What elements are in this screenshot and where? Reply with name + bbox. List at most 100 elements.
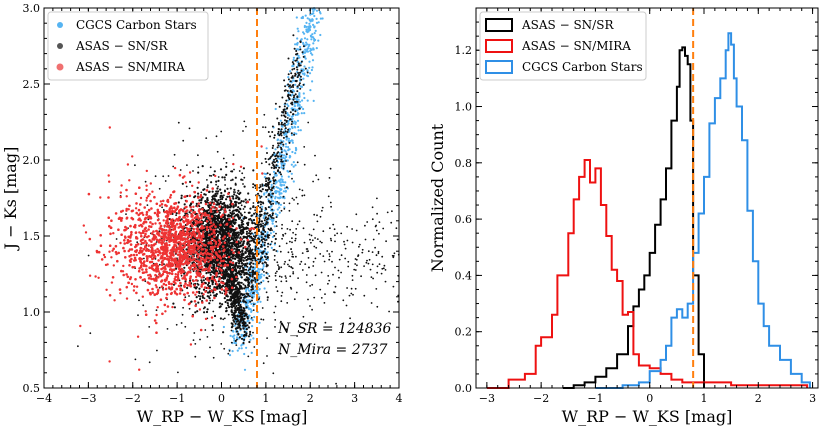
scatter-point [203, 193, 206, 196]
scatter-point [215, 293, 218, 296]
scatter-point [280, 276, 283, 278]
scatter-point [292, 161, 295, 164]
scatter-point [252, 186, 255, 189]
scatter-point [212, 310, 215, 313]
scatter-point [340, 232, 343, 235]
scatter-point [271, 235, 274, 239]
scatter-point [232, 305, 235, 308]
scatter-point [347, 265, 350, 268]
scatter-point [260, 318, 263, 321]
scatter-point [244, 284, 247, 287]
scatter-point [223, 264, 227, 268]
scatter-point [245, 232, 248, 235]
scatter-point [315, 17, 318, 20]
scatter-point [265, 195, 268, 198]
scatter-point [246, 262, 249, 265]
scatter-point [135, 291, 138, 295]
scatter-point [233, 193, 236, 196]
scatter-point [87, 254, 90, 257]
scatter-point [254, 289, 257, 292]
scatter-point [275, 154, 278, 157]
scatter-point [148, 361, 151, 364]
scatter-point [296, 41, 299, 45]
scatter-point [288, 209, 291, 212]
scatter-point [252, 291, 255, 294]
scatter-point [260, 273, 263, 276]
scatter-point [241, 313, 244, 316]
scatter-point [238, 315, 241, 318]
scatter-point [218, 205, 222, 208]
scatter-point [252, 266, 255, 269]
scatter-point [270, 166, 273, 169]
scatter-point [302, 77, 305, 80]
scatter-point [268, 234, 271, 237]
scatter-point [239, 229, 242, 232]
scatter-point [291, 141, 294, 144]
scatter-point [224, 220, 227, 223]
scatter-point [263, 193, 266, 196]
scatter-point [315, 246, 318, 249]
scatter-point [225, 271, 228, 274]
scatter-point [220, 269, 223, 272]
scatter-point [278, 105, 281, 108]
scatter-point [210, 181, 213, 184]
sr-right-points [274, 194, 400, 331]
scatter-point [243, 287, 246, 290]
scatter-point [262, 228, 265, 231]
scatter-point [228, 245, 231, 248]
scatter-point [289, 70, 292, 73]
scatter-point [272, 170, 276, 173]
scatter-point [214, 198, 217, 202]
scatter-point [143, 257, 145, 260]
scatter-point [207, 214, 210, 217]
scatter-point [251, 319, 254, 322]
scatter-point [290, 248, 292, 250]
scatter-point [234, 209, 237, 212]
scatter-point [156, 349, 158, 352]
scatter-point [287, 263, 289, 266]
scatter-point [252, 279, 255, 282]
scatter-point [272, 200, 275, 203]
scatter-point [242, 247, 245, 250]
scatter-point [264, 256, 267, 258]
scatter-point [286, 131, 289, 133]
scatter-point [172, 228, 175, 231]
scatter-point [232, 293, 235, 296]
scatter-point [253, 184, 257, 187]
scatter-point [194, 215, 198, 219]
scatter-point [319, 17, 322, 20]
scatter-point [206, 283, 210, 286]
scatter-point [310, 38, 313, 41]
scatter-point [267, 245, 269, 248]
scatter-point [155, 331, 158, 335]
scatter-point [237, 206, 240, 209]
scatter-point [167, 175, 170, 177]
scatter-point [243, 309, 246, 312]
scatter-point [294, 59, 297, 62]
scatter-point [224, 205, 227, 208]
scatter-point [242, 183, 244, 185]
scatter-point [278, 275, 281, 278]
scatter-point [274, 157, 277, 160]
scatter-point [312, 99, 315, 102]
scatter-point [311, 33, 314, 36]
scatter-point [268, 163, 271, 166]
scatter-point [251, 237, 255, 240]
scatter-point [249, 230, 252, 233]
scatter-point [206, 308, 209, 311]
scatter-point [256, 279, 259, 282]
scatter-point [276, 290, 279, 293]
scatter-point [306, 17, 309, 20]
scatter-point [146, 257, 149, 260]
scatter-point [285, 186, 288, 189]
scatter-point [238, 170, 241, 172]
scatter-point [346, 239, 349, 242]
scatter-point [164, 180, 167, 182]
scatter-point [240, 204, 243, 207]
scatter-point [226, 195, 229, 198]
scatter-point [355, 258, 358, 261]
scatter-point [229, 287, 232, 290]
scatter-point [236, 314, 239, 317]
scatter-point [252, 202, 255, 204]
scatter-point [271, 125, 274, 128]
